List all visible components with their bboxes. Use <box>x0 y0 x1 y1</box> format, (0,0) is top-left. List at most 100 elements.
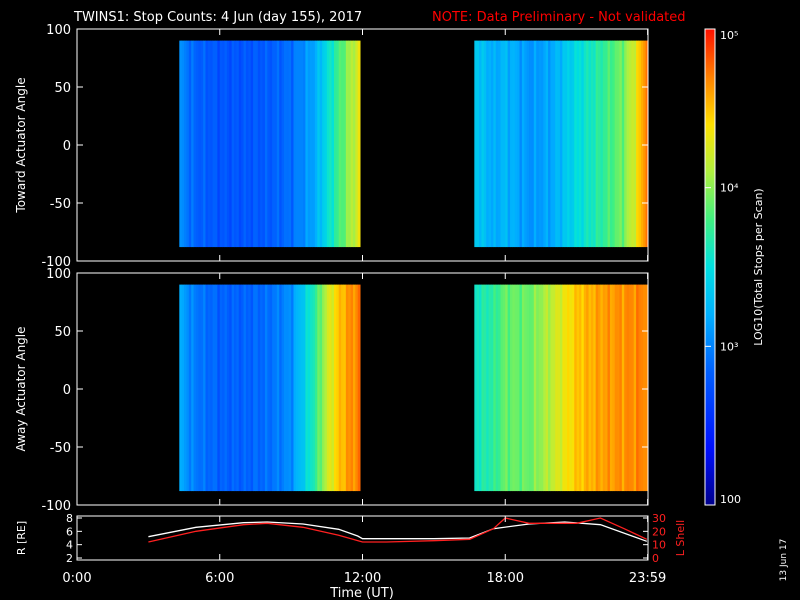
y-tick-label: -100 <box>41 255 71 270</box>
heatmap-cell <box>229 284 233 492</box>
heatmap-cell <box>569 40 573 248</box>
heatmap-cell <box>593 40 597 248</box>
heatmap-cell <box>305 40 309 248</box>
heatmap-cell <box>628 40 632 248</box>
heatmap-cell <box>212 284 216 492</box>
heatmap-cell <box>179 40 183 248</box>
l-shell-line <box>148 517 648 543</box>
heatmap-cell <box>619 284 623 492</box>
heatmap-cell <box>607 284 611 492</box>
heatmap-cell <box>293 40 297 248</box>
heatmap-cell <box>571 40 575 248</box>
heatmap-cell <box>583 284 587 492</box>
heatmap-cell <box>281 284 285 492</box>
heatmap-cell <box>264 40 268 248</box>
preliminary-note: NOTE: Data Preliminary - Not validated <box>432 10 686 25</box>
heatmap-cell <box>574 40 578 248</box>
heatmap-cell <box>329 40 332 248</box>
heatmap-cell <box>531 284 535 492</box>
heatmap-cell <box>343 284 347 492</box>
heatmap-cell <box>567 284 570 492</box>
heatmap-cell <box>524 40 528 248</box>
heatmap-cell <box>581 40 585 248</box>
heatmap-cell <box>519 40 523 248</box>
heatmap-cell <box>214 284 218 492</box>
heatmap-cell <box>533 40 537 248</box>
heatmap-cell <box>188 284 192 492</box>
heatmap-cell <box>203 40 206 248</box>
heatmap-cell <box>333 40 337 248</box>
heatmap-cell <box>234 284 237 492</box>
r-tick-label: 4 <box>66 539 73 552</box>
heatmap-cell <box>600 284 604 492</box>
heatmap-cell <box>588 284 592 492</box>
colorbar-tick-label: 10³ <box>720 340 738 353</box>
heatmap-cell <box>307 40 311 248</box>
heatmap-cell <box>590 40 594 248</box>
heatmap-cell <box>557 284 561 492</box>
heatmap-cell <box>621 284 625 492</box>
heatmap-cell <box>269 40 273 248</box>
heatmap-cell <box>502 284 506 492</box>
heatmap-cell <box>248 40 252 248</box>
side-date: 13 Jun 17 <box>779 539 789 582</box>
heatmap-cell <box>579 40 582 248</box>
heatmap-cell <box>276 284 280 492</box>
heatmap-cell <box>562 284 566 492</box>
heatmap-cell <box>550 40 554 248</box>
heatmap-cell <box>338 284 342 492</box>
heatmap-cell <box>564 284 568 492</box>
panel-toward: 100 50 0 -50 -100 Toward Actuator Angle <box>14 23 649 270</box>
heatmap-cell <box>550 284 554 492</box>
heatmap-cell <box>574 284 578 492</box>
heatmap-cell <box>262 40 266 248</box>
heatmap-cell <box>588 40 592 248</box>
heatmap-cell <box>222 284 225 492</box>
heatmap-cell <box>505 284 509 492</box>
heatmap-cell <box>345 40 349 248</box>
heatmap-cell <box>538 40 542 248</box>
heatmap-cell <box>195 284 199 492</box>
colorbar: 100 10³ 10⁴ 10⁵ LOG10(Total Stops per Scan) <box>704 28 765 506</box>
y-tick-label: -50 <box>50 197 71 212</box>
r-distance-line <box>148 521 648 542</box>
heatmap-cell <box>626 284 630 492</box>
heatmap-cell <box>495 284 499 492</box>
heatmap-cell <box>226 40 230 248</box>
heatmap-cell <box>595 40 599 248</box>
y-tick-label: 50 <box>54 325 71 340</box>
heatmap-cell <box>326 284 330 492</box>
heatmap-cell <box>636 40 639 248</box>
heatmap-cell <box>272 40 275 248</box>
heatmap-cell <box>552 284 556 492</box>
heatmap-cell <box>526 284 530 492</box>
heatmap-cell <box>600 40 604 248</box>
heatmap-cell <box>571 284 575 492</box>
y-tick-label: 50 <box>54 81 71 96</box>
heatmap-cell <box>283 284 287 492</box>
heatmap-cell <box>517 40 520 248</box>
heatmap-cell <box>479 40 482 248</box>
y-tick-label: -50 <box>50 441 71 456</box>
heatmap-cell <box>255 40 259 248</box>
heatmap-cell <box>250 284 254 492</box>
heatmap-cell <box>276 40 280 248</box>
heatmap-cell <box>507 40 511 248</box>
heatmap-cell <box>307 284 311 492</box>
heatmap-cell <box>481 284 485 492</box>
heatmap-cell <box>229 40 233 248</box>
heatmap-cell <box>595 284 599 492</box>
heatmap-cell <box>300 40 304 248</box>
heatmap-cell <box>612 284 616 492</box>
heatmap-cell <box>519 284 523 492</box>
colorbar-tick-label: 10⁵ <box>720 29 738 42</box>
heatmap-cell <box>624 284 627 492</box>
heatmap-cell <box>181 284 185 492</box>
heatmap-cell <box>605 284 608 492</box>
heatmap-cell <box>345 284 349 492</box>
heatmap-cell <box>236 284 240 492</box>
heatmap-cell <box>300 284 304 492</box>
heatmap-cell <box>184 284 187 492</box>
heatmap-cell <box>512 284 516 492</box>
heatmap-cell <box>203 284 206 492</box>
